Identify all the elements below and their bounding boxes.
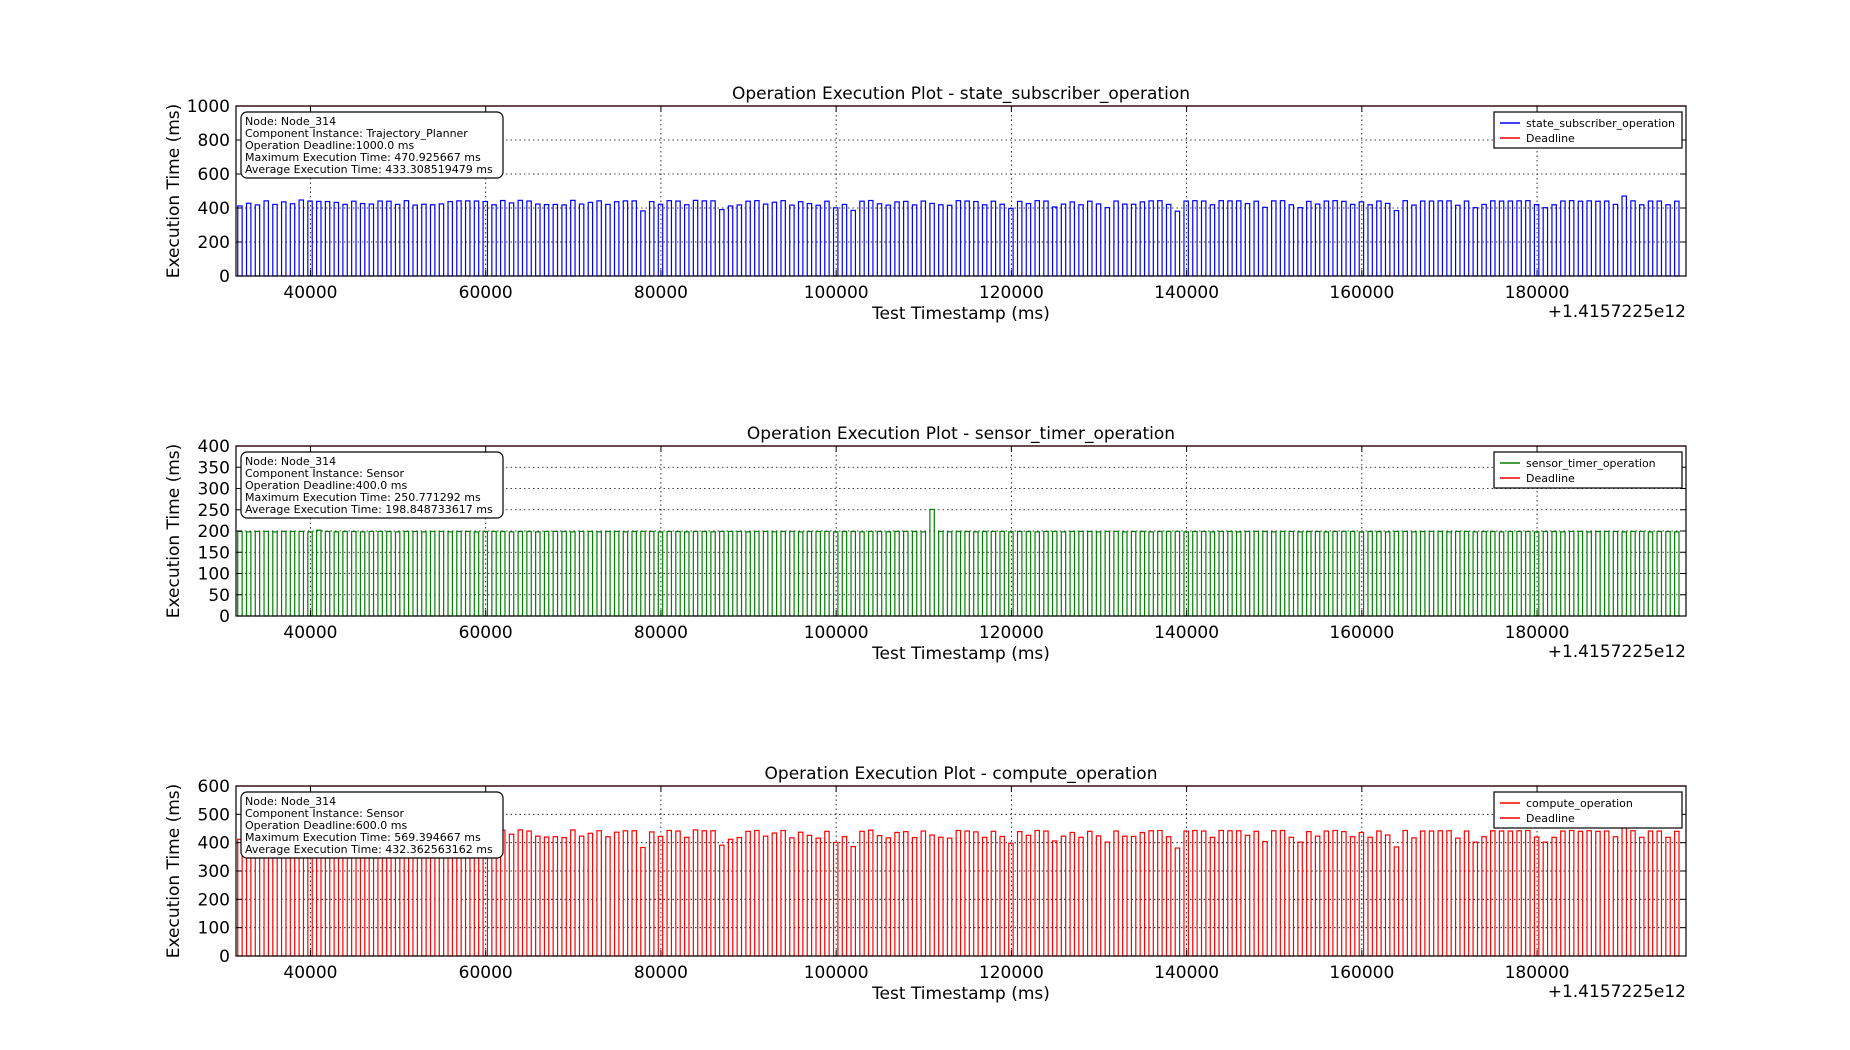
x-axis-label: Test Timestamp (ms) — [871, 304, 1050, 324]
info-box-frame — [240, 791, 504, 859]
y-tick-label: 200 — [198, 522, 230, 542]
info-line: Average Execution Time: 198.848733617 ms — [245, 503, 493, 516]
y-tick-label: 500 — [198, 805, 230, 825]
x-tick-label: 60000 — [459, 283, 513, 303]
y-tick-label: 300 — [198, 480, 230, 500]
y-tick-label: 400 — [198, 834, 230, 854]
info-line: Maximum Execution Time: 470.925667 ms — [245, 151, 481, 164]
info-line: Node: Node_314 — [245, 455, 336, 468]
y-tick-label: 0 — [219, 947, 230, 967]
plot-frame — [235, 105, 1687, 277]
x-tick-label: 180000 — [1505, 623, 1570, 643]
x-tick-label: 100000 — [804, 623, 869, 643]
x-tick-label: 140000 — [1154, 283, 1219, 303]
x-tick-label: 160000 — [1329, 623, 1394, 643]
info-line: Average Execution Time: 433.308519479 ms — [245, 163, 493, 176]
x-offset-label: +1.4157225e12 — [1548, 642, 1686, 662]
x-axis-label: Test Timestamp (ms) — [871, 644, 1050, 664]
y-tick-label: 400 — [198, 199, 230, 219]
x-tick-label: 160000 — [1329, 963, 1394, 983]
x-tick-label: 60000 — [459, 623, 513, 643]
x-tick-label: 140000 — [1154, 623, 1219, 643]
y-tick-label: 300 — [198, 862, 230, 882]
y-tick-label: 100 — [198, 565, 230, 585]
y-tick-label: 0 — [219, 607, 230, 627]
x-offset-label: +1.4157225e12 — [1548, 302, 1686, 322]
x-tick-label: 60000 — [459, 963, 513, 983]
legend-frame — [1493, 451, 1683, 489]
y-tick-label: 200 — [198, 890, 230, 910]
y-tick-label: 100 — [198, 919, 230, 939]
info-line: Maximum Execution Time: 569.394667 ms — [245, 831, 481, 844]
x-offset-label: +1.4157225e12 — [1548, 982, 1686, 1002]
chart-panel-1: 40000 60000 80000 100000 120000 140000 160000 1… — [164, 84, 1687, 324]
x-tick-label: 40000 — [283, 963, 337, 983]
y-tick-label: 600 — [198, 165, 230, 185]
x-tick-label: 140000 — [1154, 963, 1219, 983]
x-tick-label: 40000 — [283, 623, 337, 643]
y-tick-label: 350 — [198, 458, 230, 478]
legend-label: state_subscriber_operation — [1526, 117, 1675, 130]
x-tick-label: 80000 — [634, 963, 688, 983]
legend: state_subscriber_operation Deadline — [1493, 111, 1683, 149]
info-line: Maximum Execution Time: 250.771292 ms — [245, 491, 481, 504]
legend: compute_operation Deadline — [1493, 791, 1683, 829]
info-line: Component Instance: Sensor — [245, 807, 405, 820]
chart-panel-2: 40000 60000 80000 100000 120000 140000 160000 1… — [164, 424, 1687, 664]
x-tick-label: 120000 — [979, 283, 1044, 303]
info-box-frame — [240, 111, 504, 179]
legend-frame — [1493, 111, 1683, 149]
x-tick-label: 180000 — [1505, 283, 1570, 303]
legend-label: Deadline — [1526, 812, 1575, 825]
info-line: Operation Deadline:400.0 ms — [245, 479, 407, 492]
x-tick-label: 120000 — [979, 623, 1044, 643]
y-tick-label: 600 — [198, 777, 230, 797]
y-tick-label: 50 — [208, 586, 230, 606]
legend: sensor_timer_operation Deadline — [1493, 451, 1683, 489]
info-line: Component Instance: Trajectory_Planner — [245, 127, 468, 140]
y-axis-label: Execution Time (ms) — [164, 104, 184, 279]
legend-label: Deadline — [1526, 132, 1575, 145]
chart-title: Operation Execution Plot - compute_opera… — [765, 764, 1158, 784]
info-line: Component Instance: Sensor — [245, 467, 405, 480]
y-tick-label: 200 — [198, 233, 230, 253]
legend-label: Deadline — [1526, 472, 1575, 485]
y-axis-label: Execution Time (ms) — [164, 784, 184, 959]
x-tick-label: 160000 — [1329, 283, 1394, 303]
info-line: Operation Deadline:600.0 ms — [245, 819, 407, 832]
y-tick-label: 800 — [198, 131, 230, 151]
chart-title: Operation Execution Plot - state_subscri… — [732, 84, 1190, 104]
info-line: Node: Node_314 — [245, 795, 336, 808]
chart-panel-3: 40000 60000 80000 100000 120000 140000 160000 1… — [164, 764, 1687, 1004]
x-tick-label: 40000 — [283, 283, 337, 303]
x-tick-label: 100000 — [804, 283, 869, 303]
y-tick-label: 150 — [198, 543, 230, 563]
y-axis-label: Execution Time (ms) — [164, 444, 184, 619]
info-line: Node: Node_314 — [245, 115, 336, 128]
info-line: Average Execution Time: 432.362563162 ms — [245, 843, 493, 856]
chart-title: Operation Execution Plot - sensor_timer_… — [747, 424, 1175, 444]
legend-label: sensor_timer_operation — [1526, 457, 1656, 470]
legend-frame — [1493, 791, 1683, 829]
x-tick-label: 120000 — [979, 963, 1044, 983]
x-tick-label: 180000 — [1505, 963, 1570, 983]
x-axis-label: Test Timestamp (ms) — [871, 984, 1050, 1004]
y-tick-label: 250 — [198, 501, 230, 521]
info-line: Operation Deadline:1000.0 ms — [245, 139, 414, 152]
y-tick-label: 1000 — [187, 97, 230, 117]
info-box-frame — [240, 451, 504, 519]
x-tick-label: 80000 — [634, 283, 688, 303]
y-tick-label: 0 — [219, 267, 230, 287]
x-tick-label: 100000 — [804, 963, 869, 983]
legend-label: compute_operation — [1526, 797, 1633, 810]
x-tick-label: 80000 — [634, 623, 688, 643]
y-tick-label: 400 — [198, 437, 230, 457]
